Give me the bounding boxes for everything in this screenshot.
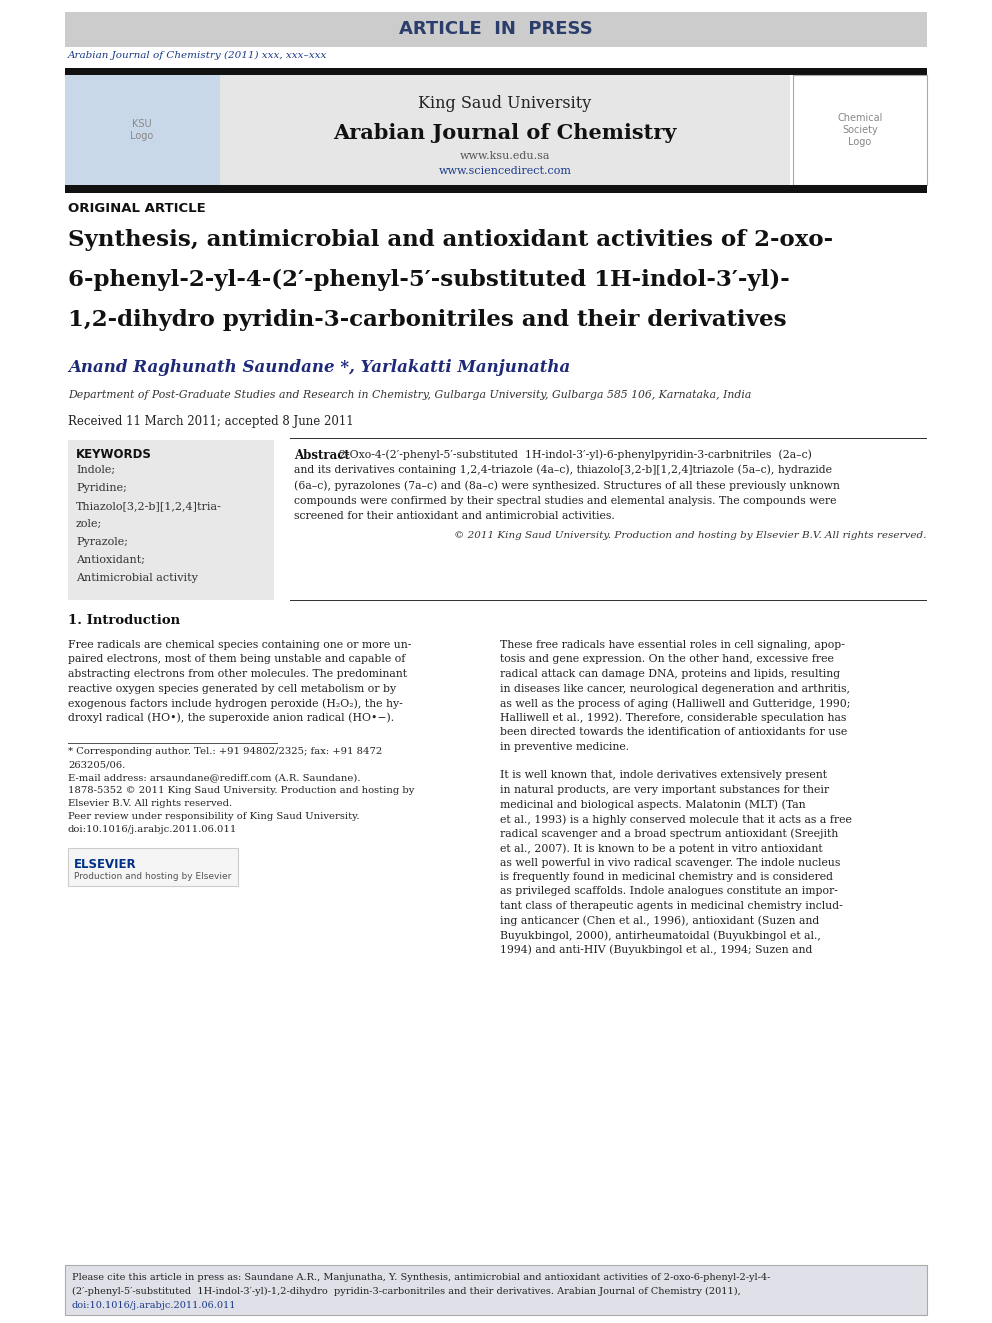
Text: ing anticancer (Chen et al., 1996), antioxidant (Suzen and: ing anticancer (Chen et al., 1996), anti…	[500, 916, 819, 926]
Text: as privileged scaffolds. Indole analogues constitute an impor-: as privileged scaffolds. Indole analogue…	[500, 886, 838, 897]
Text: in natural products, are very important substances for their: in natural products, are very important …	[500, 785, 829, 795]
Text: ELSEVIER: ELSEVIER	[74, 859, 137, 871]
Text: Arabian Journal of Chemistry (2011) xxx, xxx–xxx: Arabian Journal of Chemistry (2011) xxx,…	[68, 50, 327, 60]
Text: Buyukbingol, 2000), antirheumatoidal (Buyukbingol et al.,: Buyukbingol, 2000), antirheumatoidal (Bu…	[500, 930, 820, 941]
Bar	[65, 185, 927, 193]
Text: Received 11 March 2011; accepted 8 June 2011: Received 11 March 2011; accepted 8 June …	[68, 415, 353, 429]
Text: (2′-phenyl-5′-substituted  1H-indol-3′-yl)-1,2-dihydro  pyridin-3-carbonitriles : (2′-phenyl-5′-substituted 1H-indol-3′-yl…	[72, 1287, 741, 1297]
Text: Synthesis, antimicrobial and antioxidant activities of 2-oxo-: Synthesis, antimicrobial and antioxidant…	[68, 229, 833, 251]
Text: doi:10.1016/j.arabjc.2011.06.011: doi:10.1016/j.arabjc.2011.06.011	[72, 1301, 236, 1310]
Bar	[68, 441, 274, 601]
Text: Peer review under responsibility of King Saud University.: Peer review under responsibility of King…	[68, 812, 359, 822]
Text: Arabian Journal of Chemistry: Arabian Journal of Chemistry	[333, 123, 677, 143]
Text: radical scavenger and a broad spectrum antioxidant (Sreejith: radical scavenger and a broad spectrum a…	[500, 828, 838, 839]
Bar	[68, 848, 238, 886]
Text: Please cite this article in press as: Saundane A.R., Manjunatha, Y. Synthesis, a: Please cite this article in press as: Sa…	[72, 1273, 771, 1282]
Text: reactive oxygen species generated by cell metabolism or by: reactive oxygen species generated by cel…	[68, 684, 396, 693]
Text: tant class of therapeutic agents in medicinal chemistry includ-: tant class of therapeutic agents in medi…	[500, 901, 843, 912]
Text: abstracting electrons from other molecules. The predominant: abstracting electrons from other molecul…	[68, 669, 407, 679]
Text: exogenous factors include hydrogen peroxide (H₂O₂), the hy-: exogenous factors include hydrogen perox…	[68, 699, 403, 709]
Text: and its derivatives containing 1,2,4-triazole (4a–c), thiazolo[3,2-b][1,2,4]tria: and its derivatives containing 1,2,4-tri…	[294, 464, 832, 475]
Text: Abstract: Abstract	[294, 448, 350, 462]
Text: KEYWORDS: KEYWORDS	[76, 447, 152, 460]
Text: Free radicals are chemical species containing one or more un-: Free radicals are chemical species conta…	[68, 640, 412, 650]
Text: 1,2-dihydro pyridin-3-carbonitriles and their derivatives: 1,2-dihydro pyridin-3-carbonitriles and …	[68, 310, 787, 331]
Text: as well as the process of aging (Halliwell and Gutteridge, 1990;: as well as the process of aging (Halliwe…	[500, 699, 850, 709]
Text: paired electrons, most of them being unstable and capable of: paired electrons, most of them being uns…	[68, 655, 406, 664]
Text: (6a–c), pyrazolones (7a–c) and (8a–c) were synthesized. Structures of all these : (6a–c), pyrazolones (7a–c) and (8a–c) we…	[294, 480, 840, 491]
Text: Anand Raghunath Saundane *, Yarlakatti Manjunatha: Anand Raghunath Saundane *, Yarlakatti M…	[68, 360, 570, 377]
Text: in preventive medicine.: in preventive medicine.	[500, 741, 629, 751]
Text: www.sciencedirect.com: www.sciencedirect.com	[438, 165, 571, 176]
Bar	[65, 67, 927, 75]
Text: KSU
Logo: KSU Logo	[130, 119, 154, 140]
Text: 6-phenyl-2-yl-4-(2′-phenyl-5′-substituted 1H-indol-3′-yl)-: 6-phenyl-2-yl-4-(2′-phenyl-5′-substitute…	[68, 269, 790, 291]
Text: These free radicals have essential roles in cell signaling, apop-: These free radicals have essential roles…	[500, 640, 845, 650]
Text: 1. Introduction: 1. Introduction	[68, 614, 181, 627]
Text: is frequently found in medicinal chemistry and is considered: is frequently found in medicinal chemist…	[500, 872, 833, 882]
Bar	[65, 12, 927, 48]
Text: 263205/06.: 263205/06.	[68, 759, 125, 769]
Text: Indole;: Indole;	[76, 464, 115, 475]
Text: compounds were confirmed by their spectral studies and elemental analysis. The c: compounds were confirmed by their spectr…	[294, 496, 836, 505]
Text: E-mail address: arsaundane@rediff.com (A.R. Saundane).: E-mail address: arsaundane@rediff.com (A…	[68, 773, 360, 782]
Text: Halliwell et al., 1992). Therefore, considerable speculation has: Halliwell et al., 1992). Therefore, cons…	[500, 713, 846, 724]
Text: It is well known that, indole derivatives extensively present: It is well known that, indole derivative…	[500, 770, 827, 781]
Text: ORIGINAL ARTICLE: ORIGINAL ARTICLE	[68, 201, 205, 214]
Text: Pyridine;: Pyridine;	[76, 483, 127, 493]
Text: * Corresponding author. Tel.: +91 94802/2325; fax: +91 8472: * Corresponding author. Tel.: +91 94802/…	[68, 747, 382, 755]
Text: ARTICLE  IN  PRESS: ARTICLE IN PRESS	[399, 20, 593, 38]
Text: King Saud University: King Saud University	[419, 94, 591, 111]
Text: radical attack can damage DNA, proteins and lipids, resulting: radical attack can damage DNA, proteins …	[500, 669, 840, 679]
Text: Chemical
Society
Logo: Chemical Society Logo	[837, 114, 883, 147]
Text: as well powerful in vivo radical scavenger. The indole nucleus: as well powerful in vivo radical scaveng…	[500, 857, 840, 868]
Text: doi:10.1016/j.arabjc.2011.06.011: doi:10.1016/j.arabjc.2011.06.011	[68, 826, 237, 833]
Bar	[65, 75, 220, 185]
Text: Antioxidant;: Antioxidant;	[76, 556, 145, 565]
Bar	[793, 75, 927, 185]
Text: Antimicrobial activity: Antimicrobial activity	[76, 573, 197, 583]
Text: been directed towards the identification of antioxidants for use: been directed towards the identification…	[500, 728, 847, 737]
Text: tosis and gene expression. On the other hand, excessive free: tosis and gene expression. On the other …	[500, 655, 834, 664]
Text: Thiazolo[3,2-b][1,2,4]tria-: Thiazolo[3,2-b][1,2,4]tria-	[76, 501, 222, 511]
Text: et al., 1993) is a highly conserved molecule that it acts as a free: et al., 1993) is a highly conserved mole…	[500, 814, 852, 824]
Text: in diseases like cancer, neurological degeneration and arthritis,: in diseases like cancer, neurological de…	[500, 684, 850, 693]
Text: Production and hosting by Elsevier: Production and hosting by Elsevier	[74, 872, 231, 881]
Text: zole;: zole;	[76, 519, 102, 529]
Text: droxyl radical (HO•), the superoxide anion radical (HO•−).: droxyl radical (HO•), the superoxide ani…	[68, 713, 394, 724]
Text: Department of Post-Graduate Studies and Research in Chemistry, Gulbarga Universi: Department of Post-Graduate Studies and …	[68, 390, 751, 400]
Text: 1994) and anti-HIV (Buyukbingol et al., 1994; Suzen and: 1994) and anti-HIV (Buyukbingol et al., …	[500, 945, 812, 955]
Text: www.ksu.edu.sa: www.ksu.edu.sa	[459, 151, 551, 161]
Bar	[65, 1265, 927, 1315]
Bar	[220, 75, 790, 185]
Text: screened for their antioxidant and antimicrobial activities.: screened for their antioxidant and antim…	[294, 511, 615, 521]
Text: Elsevier B.V. All rights reserved.: Elsevier B.V. All rights reserved.	[68, 799, 232, 808]
Text: 1878-5352 © 2011 King Saud University. Production and hosting by: 1878-5352 © 2011 King Saud University. P…	[68, 786, 415, 795]
Text: Pyrazole;: Pyrazole;	[76, 537, 128, 546]
Text: © 2011 King Saud University. Production and hosting by Elsevier B.V. All rights : © 2011 King Saud University. Production …	[453, 531, 926, 540]
Text: 2-Oxo-4-(2′-phenyl-5′-substituted  1H-indol-3′-yl)-6-phenylpyridin-3-carbnitrile: 2-Oxo-4-(2′-phenyl-5′-substituted 1H-ind…	[339, 448, 811, 459]
Text: medicinal and biological aspects. Malatonin (MLT) (Tan: medicinal and biological aspects. Malato…	[500, 799, 806, 810]
Text: et al., 2007). It is known to be a potent in vitro antioxidant: et al., 2007). It is known to be a poten…	[500, 843, 822, 853]
